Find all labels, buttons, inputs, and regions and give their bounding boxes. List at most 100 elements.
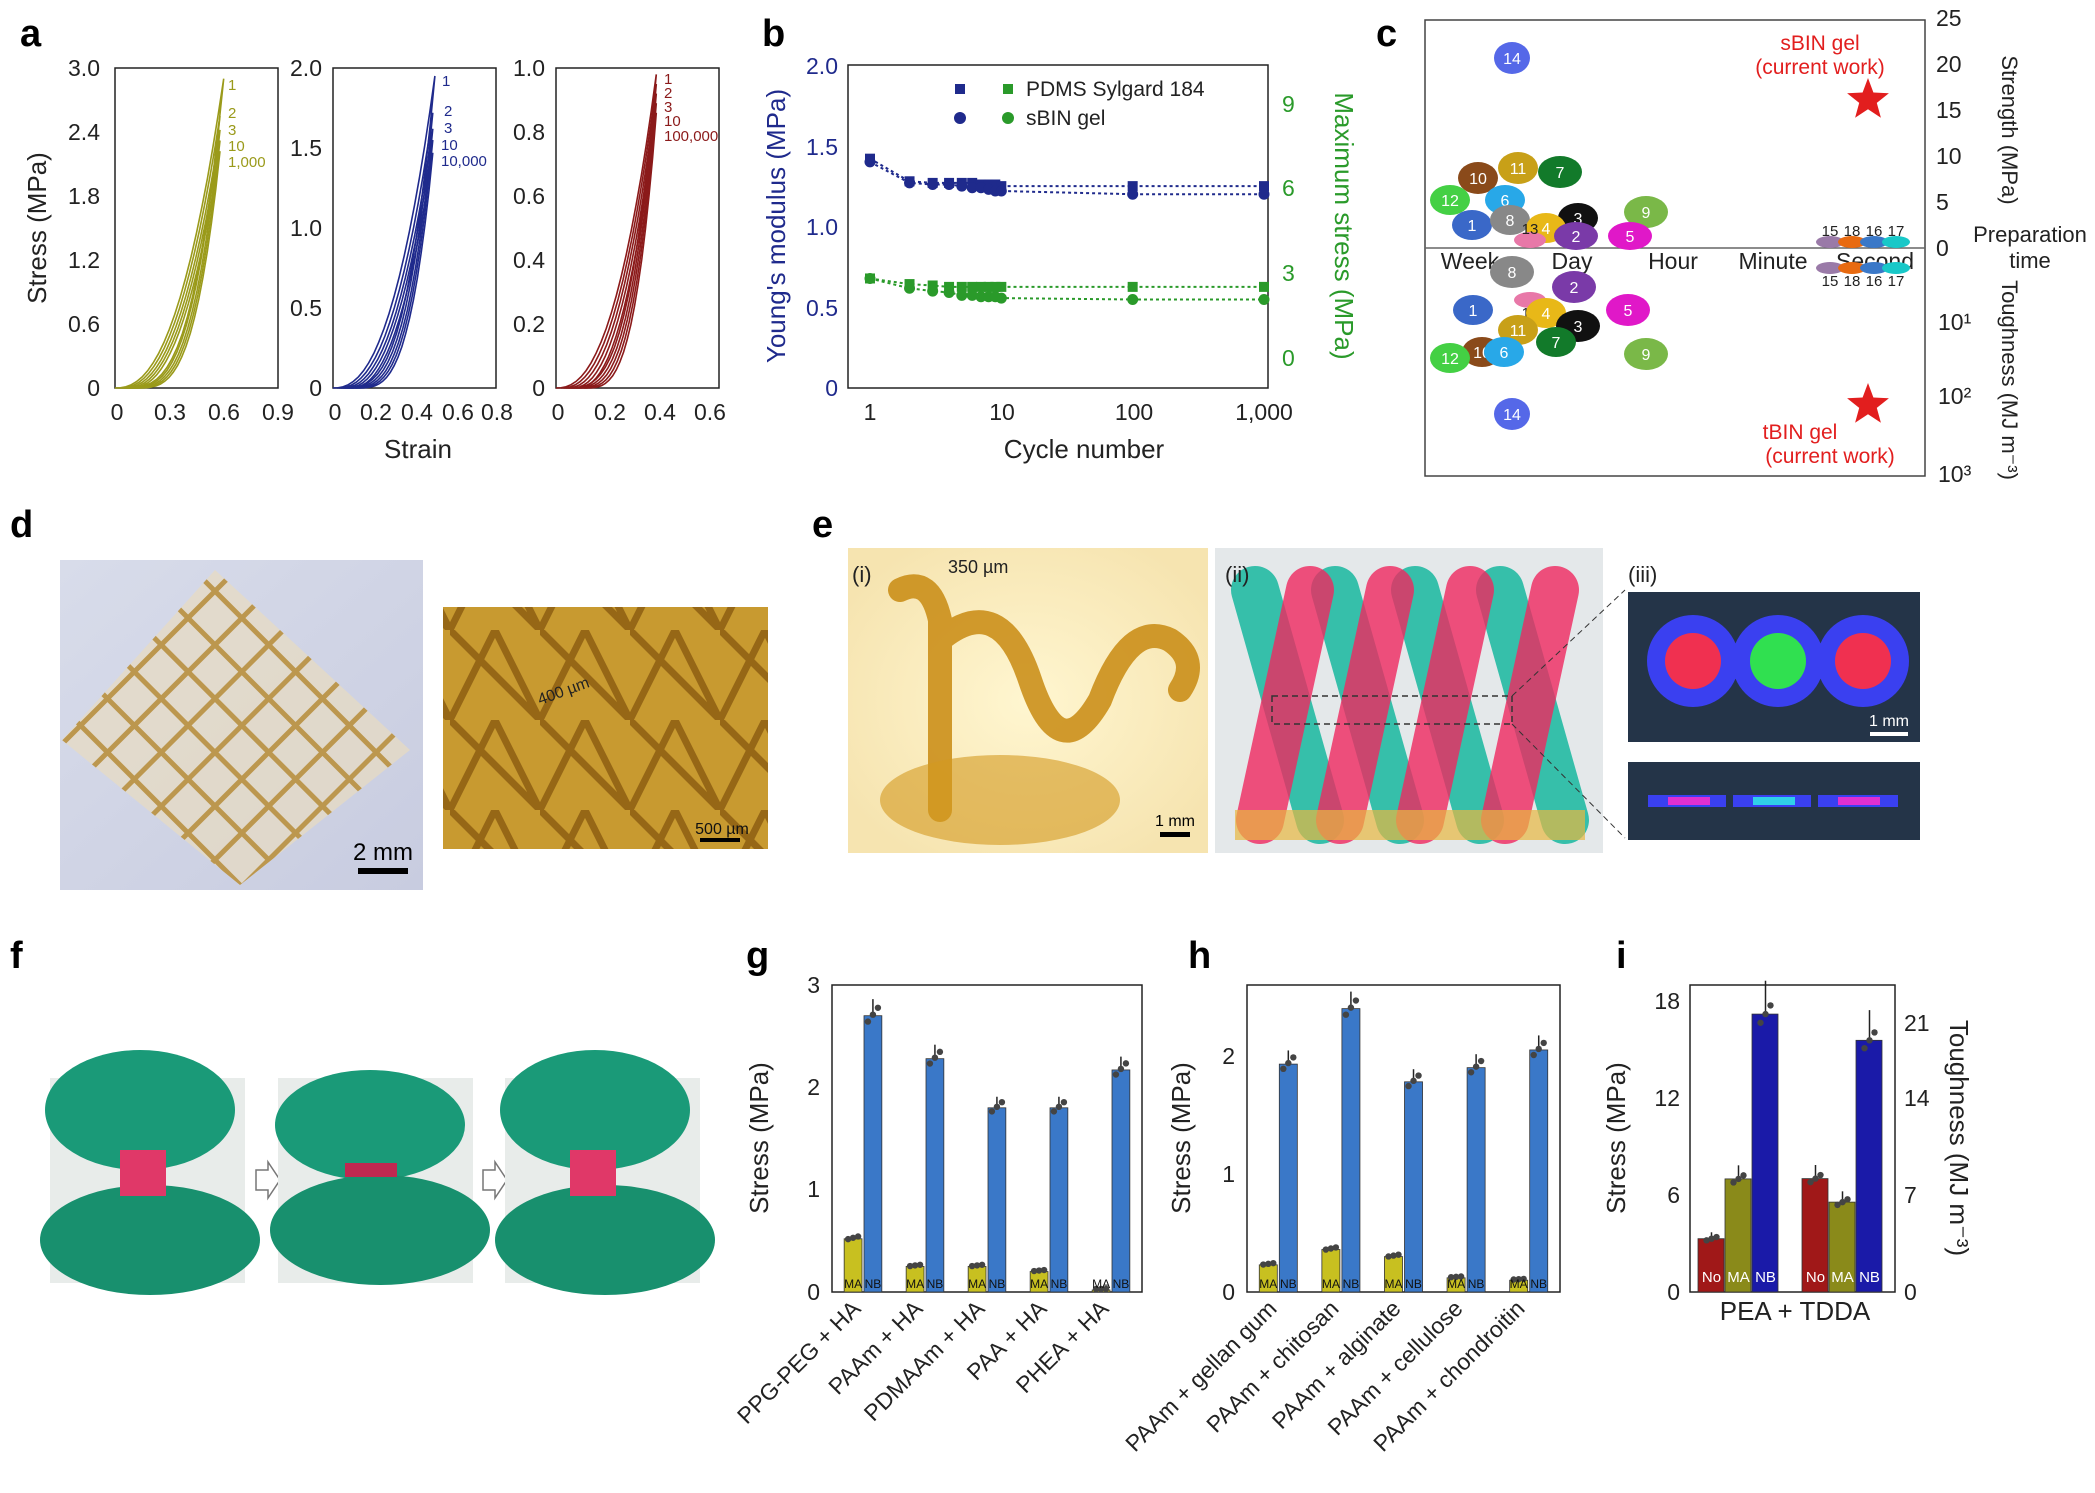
helix-base	[1235, 810, 1585, 840]
i-y2tick: 0	[1904, 1279, 1917, 1305]
i-y2tick: 7	[1904, 1182, 1917, 1208]
fiber-side-core	[1753, 797, 1795, 805]
c-tick-top: 25	[1936, 5, 1962, 31]
h-bars: MA NB MA NB MA NB MA NB MA NB	[1258, 991, 1549, 1293]
replicate-dot	[1092, 1285, 1100, 1293]
c-point-label: 7	[1556, 165, 1565, 182]
fiber-core	[1750, 633, 1806, 689]
c-point-top-8	[1490, 205, 1530, 235]
bar-label: MA	[1384, 1277, 1402, 1291]
c-point-label: 1	[1469, 303, 1478, 320]
e-label-i: (i)	[852, 562, 872, 587]
bar-label: NB	[927, 1277, 944, 1291]
a2-ytick: 2.0	[290, 55, 322, 81]
b-point-square	[990, 281, 1001, 292]
a3-xtick: 0.6	[694, 399, 726, 425]
replicate-dot	[1290, 1054, 1297, 1061]
c-tick-top: 5	[1936, 189, 1949, 215]
c-point-label: 9	[1642, 347, 1651, 364]
a2-ytick: 0	[309, 375, 322, 401]
b-legend-pdms: PDMS Sylgard 184	[1026, 78, 1205, 101]
replicate-dot	[916, 1261, 924, 1268]
a1-xtick: 0	[111, 399, 124, 425]
a3-end-label: 10	[664, 113, 681, 130]
replicate-dot	[1457, 1273, 1465, 1280]
b-point-circle	[956, 180, 968, 192]
scale-bar	[700, 838, 740, 842]
b-marks	[864, 153, 1270, 306]
replicate-dot	[1730, 1179, 1737, 1186]
c-point-label: 4	[1542, 221, 1551, 238]
bar-label: NB	[1530, 1277, 1547, 1291]
c-point-label: 6	[1500, 345, 1509, 362]
b-point-square	[944, 281, 955, 292]
scale-bar	[1870, 732, 1908, 736]
replicate-dot	[973, 1262, 981, 1269]
c-point-bottom-18	[1838, 262, 1866, 274]
a2-ytick: 0.5	[290, 295, 322, 321]
b-point-circle	[966, 289, 978, 301]
spring-base	[880, 755, 1120, 845]
c-annot-sbin: sBIN gel	[1780, 32, 1859, 55]
spring-coil	[888, 574, 1200, 822]
b-point-circle	[943, 179, 955, 191]
b-y2ticks: 0 3 6 9	[1282, 91, 1295, 371]
a1-xtick: 0.3	[154, 399, 186, 425]
a3-curves-curve-100,000	[576, 112, 658, 389]
c-point-top-11	[1498, 152, 1538, 184]
b-xtick: 1	[864, 399, 877, 425]
c-xtick: Minute	[1738, 248, 1807, 274]
panel-label-a: a	[20, 13, 42, 55]
glove-finger	[500, 1050, 690, 1170]
replicate-dot	[1520, 1275, 1527, 1283]
panel-label-g: g	[746, 935, 769, 977]
lattice-grid	[62, 570, 410, 885]
c-points: 1410117126183941325151816178132145113710…	[1430, 42, 1910, 430]
a2-xtick: 0	[329, 399, 342, 425]
star-icon	[1847, 78, 1889, 118]
c-point-bottom-14	[1494, 398, 1530, 430]
i-bar-Stress-NB	[1751, 1013, 1779, 1293]
b-ytick: 0	[825, 375, 838, 401]
g-bars-bar-NB	[1111, 1069, 1131, 1293]
g-ytick: 3	[807, 972, 820, 998]
c-point-label: 5	[1624, 303, 1633, 320]
c-tick-top: 20	[1936, 51, 1962, 77]
replicate-dot	[1472, 1063, 1480, 1070]
replicate-dot	[1812, 1175, 1819, 1182]
panel-label-f: f	[10, 935, 23, 977]
replicate-dot	[1452, 1273, 1460, 1281]
a2-xtick: 0.4	[401, 399, 433, 425]
b-point-circle	[904, 177, 916, 189]
a2-ytick: 1.5	[290, 135, 322, 161]
b-point-square	[927, 280, 938, 291]
bar-label: MA	[1092, 1277, 1110, 1291]
bar-label: No	[1806, 1269, 1825, 1286]
panel-e-photos: (i) 350 µm 1 mm (ii) (iii) 1 mm	[848, 548, 1920, 853]
h-ylabel: Stress (MPa)	[1166, 1062, 1196, 1214]
b-legend-circle-green	[1002, 112, 1014, 124]
i-bar-Toughness-No	[1801, 1178, 1829, 1293]
g-ytick: 0	[807, 1279, 820, 1305]
a2-end-label: 3	[444, 120, 452, 137]
a2-curves-curve-1	[332, 75, 436, 389]
a3-ytick: 0.2	[513, 311, 545, 337]
c-annot-tbin-2: (current work)	[1765, 445, 1895, 468]
chart-a3: 0 0.2 0.4 0.6 0.8 1.0 0 0.2 0.4 0.6 1 2 …	[513, 55, 726, 425]
panel-label-i: i	[1616, 935, 1627, 977]
fiber-side-core	[1838, 797, 1880, 805]
replicate-dot	[1767, 1002, 1774, 1009]
lattice-cube	[570, 1150, 616, 1196]
replicate-dot	[1447, 1273, 1455, 1281]
c-point-label: 17	[1888, 273, 1905, 290]
replicate-dot	[1122, 1060, 1130, 1067]
a3-ytick: 0	[532, 375, 545, 401]
h-ytick: 0	[1222, 1279, 1235, 1305]
replicate-dot	[1097, 1285, 1105, 1293]
a2-end-label: 10	[441, 137, 458, 154]
i-bar-Stress-MA	[1724, 1178, 1752, 1293]
c-annot-sbin-2: (current work)	[1755, 56, 1885, 79]
c-ylabel-top: Strength (MPa)	[1997, 55, 2022, 204]
replicate-dot	[874, 1004, 882, 1011]
